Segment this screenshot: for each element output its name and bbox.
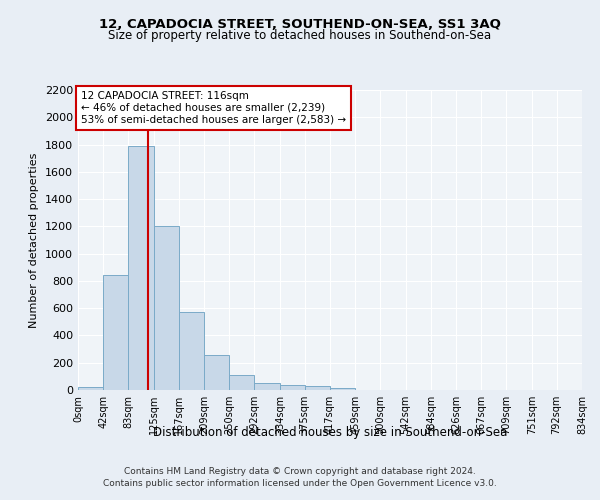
Text: Contains HM Land Registry data © Crown copyright and database right 2024.: Contains HM Land Registry data © Crown c… — [124, 467, 476, 476]
Bar — [305, 386, 330, 390]
Text: Distribution of detached houses by size in Southend-on-Sea: Distribution of detached houses by size … — [153, 426, 507, 439]
Bar — [229, 375, 254, 390]
Bar — [205, 354, 229, 390]
Bar — [78, 386, 103, 390]
Bar — [330, 388, 355, 390]
Text: Contains public sector information licensed under the Open Government Licence v3: Contains public sector information licen… — [103, 478, 497, 488]
Bar — [128, 146, 154, 390]
Y-axis label: Number of detached properties: Number of detached properties — [29, 152, 40, 328]
Bar — [179, 312, 205, 390]
Bar — [154, 226, 179, 390]
Text: Size of property relative to detached houses in Southend-on-Sea: Size of property relative to detached ho… — [109, 29, 491, 42]
Bar — [280, 385, 305, 390]
Bar — [103, 276, 128, 390]
Bar — [254, 382, 280, 390]
Text: 12, CAPADOCIA STREET, SOUTHEND-ON-SEA, SS1 3AQ: 12, CAPADOCIA STREET, SOUTHEND-ON-SEA, S… — [99, 18, 501, 30]
Text: 12 CAPADOCIA STREET: 116sqm
← 46% of detached houses are smaller (2,239)
53% of : 12 CAPADOCIA STREET: 116sqm ← 46% of det… — [81, 92, 346, 124]
